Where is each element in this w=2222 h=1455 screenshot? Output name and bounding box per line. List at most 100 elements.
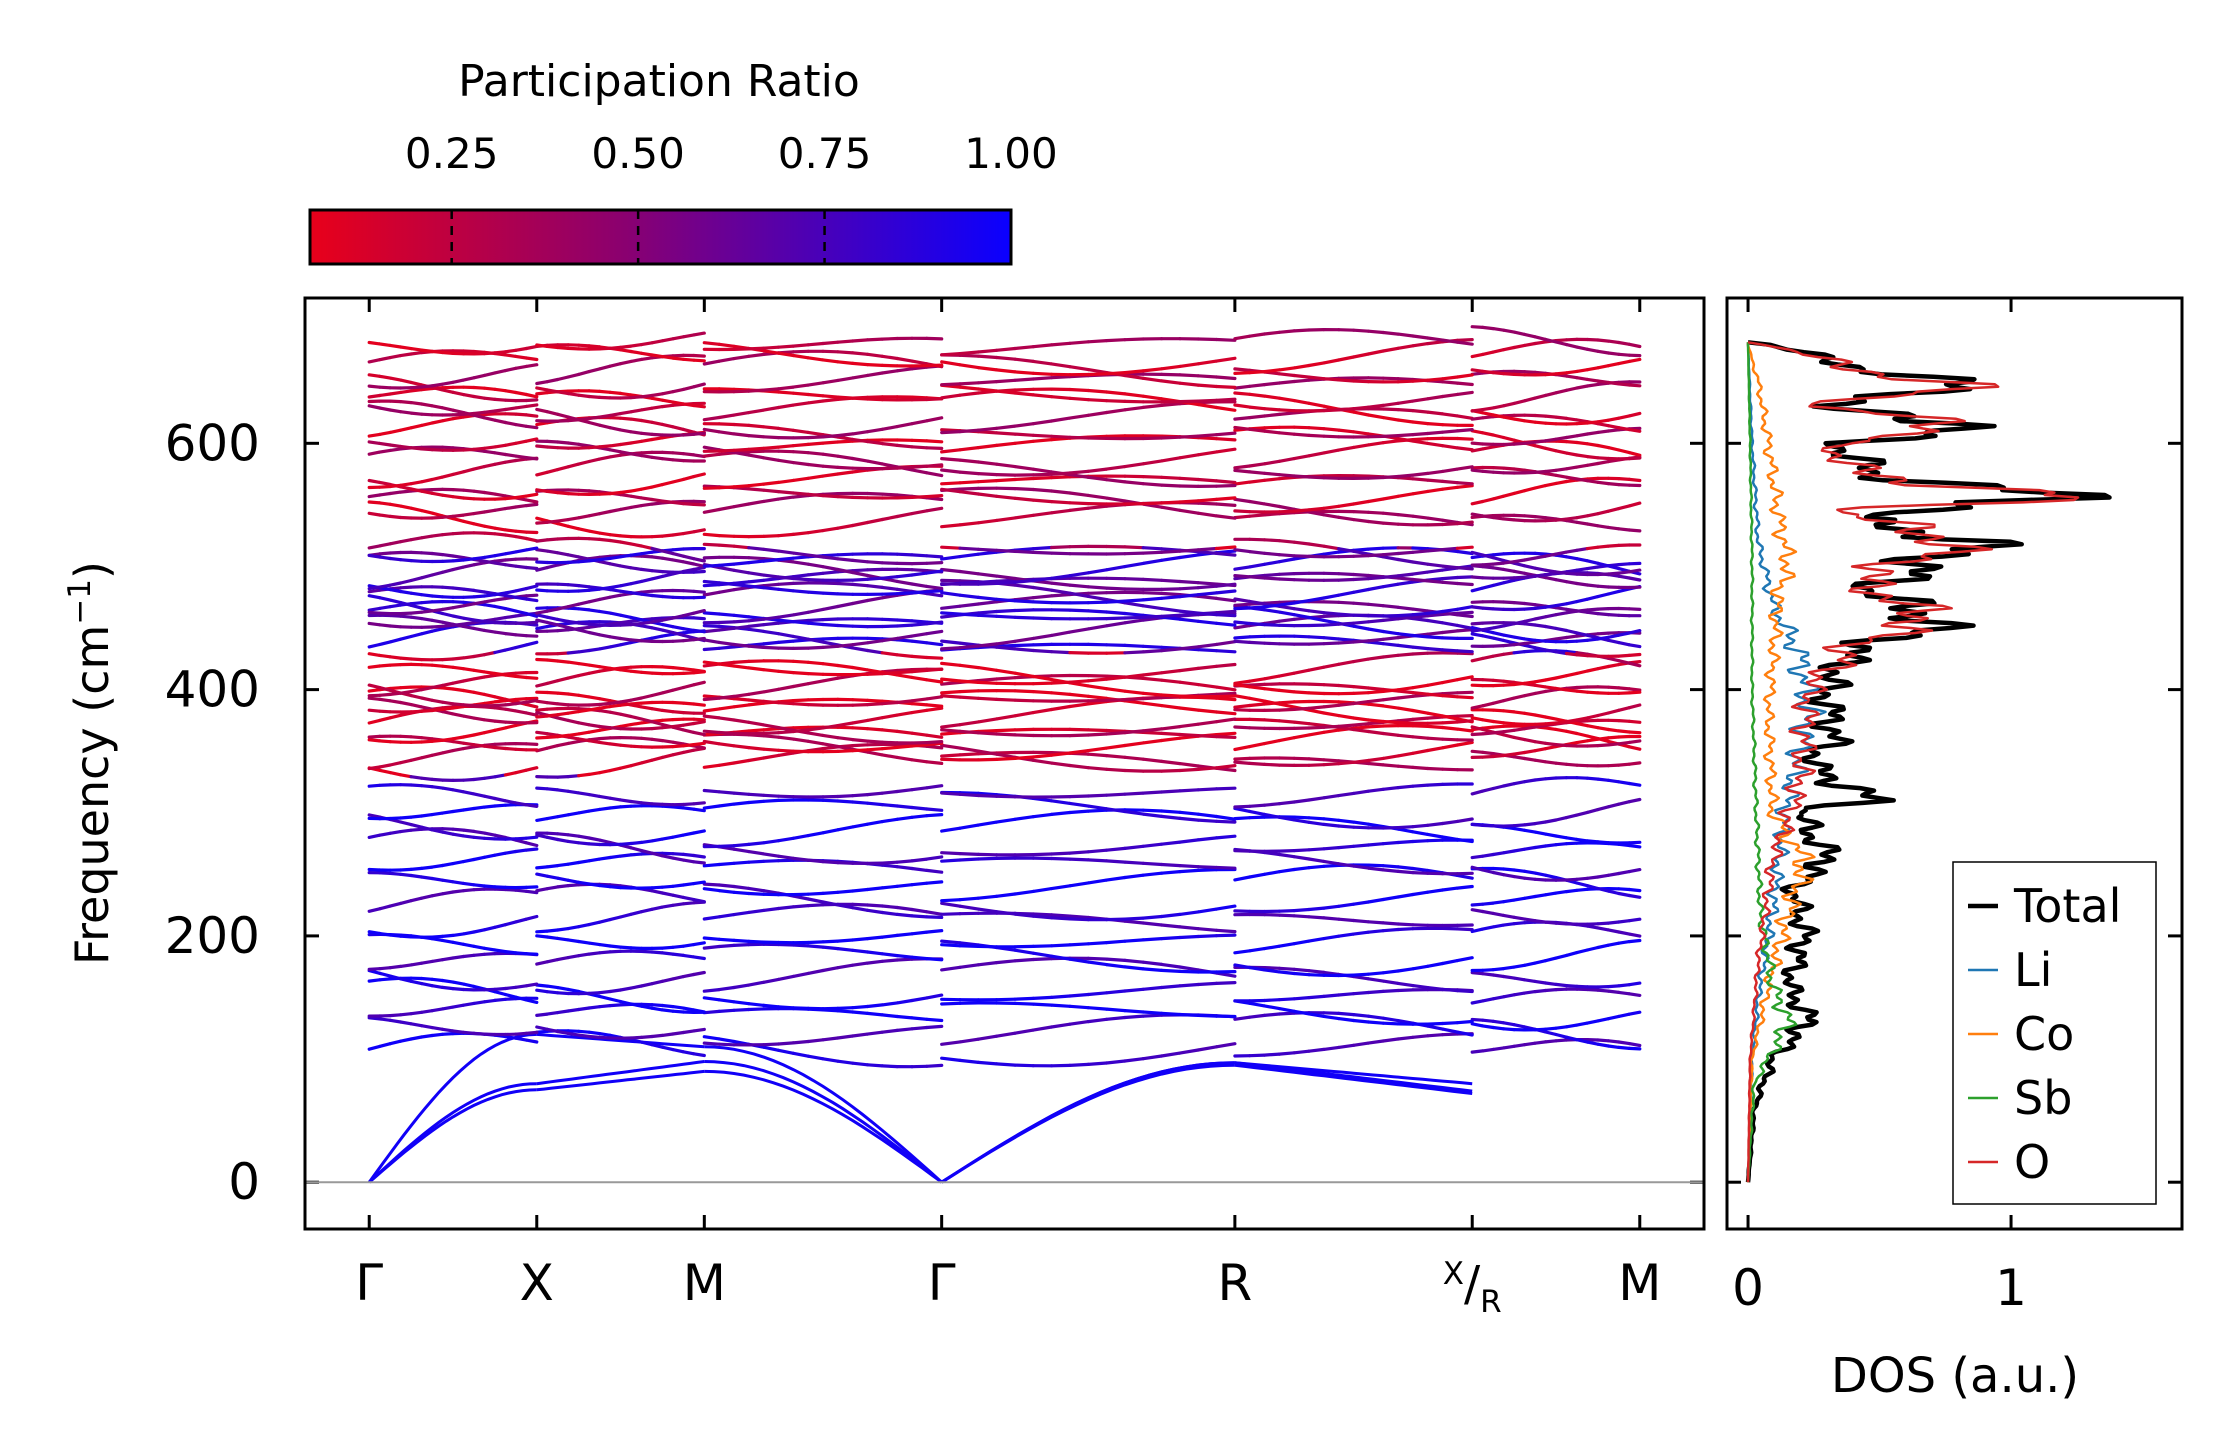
optical-band-segment (1031, 419, 1054, 426)
optical-band-segment (1233, 565, 1252, 571)
optical-band-segment (1617, 631, 1631, 637)
optical-band-segment (976, 492, 999, 498)
optical-band-segment (556, 521, 570, 528)
optical-band-segment (1123, 611, 1145, 617)
optical-band-segment (514, 747, 528, 752)
optical-band-segment (420, 534, 434, 540)
optical-band-segment (1159, 923, 1182, 929)
optical-band-segment (1440, 926, 1460, 931)
optical-band-segment (388, 1013, 403, 1018)
optical-band-segment (577, 527, 591, 533)
optical-band-segment (994, 441, 1017, 447)
optical-band-segment (940, 545, 962, 550)
optical-band-segment (717, 790, 736, 795)
optical-band-segment (1501, 415, 1516, 421)
optical-band-segment (482, 593, 497, 598)
optical-band-segment (556, 551, 570, 557)
optical-band-segment (1554, 727, 1569, 733)
optical-band-segment (762, 731, 781, 736)
optical-band-segment (388, 1039, 403, 1046)
optical-band-segment (976, 479, 999, 484)
optical-band-segment (1159, 731, 1182, 737)
optical-band-segment (1481, 553, 1495, 560)
optical-band-segment (430, 698, 445, 704)
optical-band-segment (1411, 783, 1430, 788)
optical-band-segment (925, 744, 944, 750)
optical-band-segment (1564, 1035, 1579, 1042)
optical-band-segment (732, 842, 751, 848)
optical-band-segment (692, 702, 706, 707)
optical-band-segment (388, 376, 403, 382)
optical-band-segment (1533, 1040, 1548, 1045)
optical-band-segment (566, 372, 581, 379)
optical-band-segment (895, 905, 914, 912)
optical-band-segment (821, 945, 840, 951)
optical-band-segment (1481, 431, 1495, 437)
optical-band-segment (994, 728, 1017, 733)
optical-band-segment (618, 441, 633, 447)
optical-band-segment (556, 716, 570, 723)
optical-band-segment (1141, 960, 1164, 967)
optical-band-segment (1031, 951, 1054, 958)
optical-band-segment (618, 613, 633, 620)
optical-band-segment (717, 716, 736, 722)
optical-band-segment (880, 1001, 899, 1007)
optical-band-segment (1196, 934, 1219, 939)
optical-band-segment (1214, 865, 1237, 870)
optical-band-segment (1585, 607, 1600, 612)
optical-band-segment (895, 579, 914, 586)
optical-band-segment (940, 481, 962, 486)
optical-band-segment (399, 815, 413, 820)
optical-band-segment (451, 488, 466, 492)
optical-band-segment (671, 700, 686, 705)
optical-band-segment (1617, 653, 1631, 658)
optical-band-segment (1617, 729, 1631, 734)
optical-band-segment (702, 1041, 721, 1046)
optical-band-segment (1248, 392, 1267, 398)
optical-band-segment (1248, 499, 1267, 506)
optical-band-segment (692, 720, 706, 726)
optical-band-segment (717, 937, 736, 943)
optical-band-segment (608, 643, 623, 649)
colorbar-tick-label: 1.00 (964, 129, 1058, 178)
optical-band-segment (910, 619, 929, 624)
optical-band-segment (556, 741, 570, 748)
optical-band-segment (1585, 690, 1600, 695)
optical-band-segment (440, 380, 455, 386)
optical-band-segment (399, 558, 413, 563)
optical-band-segment (608, 416, 623, 420)
optical-band-segment (1248, 405, 1267, 411)
optical-band-segment (1455, 927, 1474, 932)
optical-band-segment (1564, 451, 1579, 457)
optical-band-segment (1049, 913, 1072, 918)
optical-band-segment (378, 768, 392, 775)
optical-band-segment (1031, 796, 1054, 803)
optical-band-segment (1512, 780, 1527, 786)
optical-band-segment (1606, 1039, 1621, 1044)
optical-band-segment (493, 726, 507, 732)
optical-band-segment (409, 558, 424, 563)
optical-band-segment (976, 460, 999, 466)
optical-band-segment (1214, 502, 1237, 507)
optical-band-segment (1512, 561, 1527, 568)
optical-band-segment (1491, 753, 1506, 759)
optical-band-segment (1470, 927, 1485, 934)
optical-band-segment (1411, 409, 1430, 414)
optical-band-segment (806, 430, 825, 437)
optical-band-segment (1196, 708, 1219, 714)
optical-band-segment (1533, 919, 1548, 924)
optical-band-segment (1292, 668, 1311, 675)
optical-band-segment (1123, 601, 1145, 608)
optical-band-segment (399, 504, 413, 510)
optical-band-segment (409, 591, 424, 597)
optical-band-segment (1141, 967, 1164, 973)
acoustic-branch (1234, 1063, 1473, 1095)
optical-band-segment (776, 390, 795, 395)
optical-band-segment (1426, 1021, 1445, 1026)
optical-band-segment (556, 991, 570, 996)
optical-band-segment (1214, 694, 1237, 699)
optical-band-segment (1351, 1012, 1371, 1018)
optical-band-segment (566, 739, 581, 746)
optical-band-segment (514, 534, 528, 541)
optical-band-segment (629, 946, 644, 951)
